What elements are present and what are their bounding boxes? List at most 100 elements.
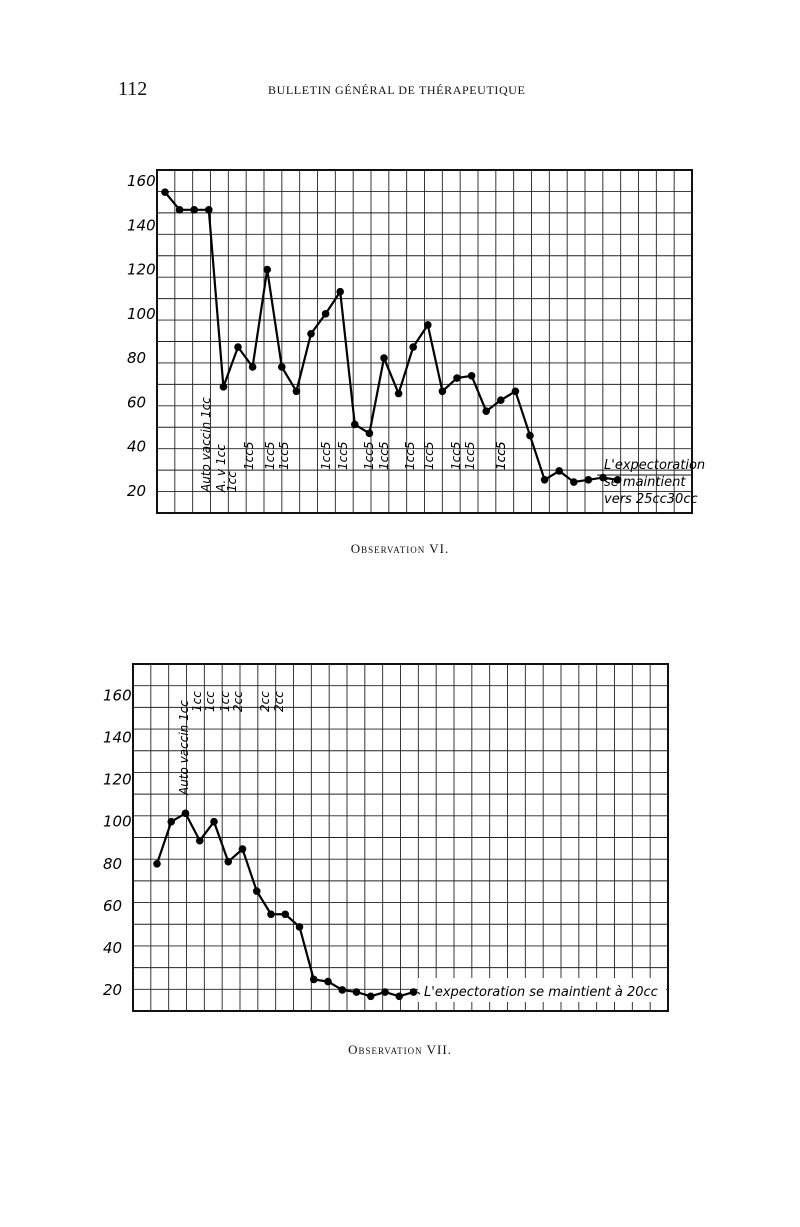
chart2-data-point [195, 836, 204, 845]
chart1-data-point [365, 429, 374, 438]
chart1-dose-annotation: 1cc5 [403, 442, 417, 470]
chart2-data-point [281, 910, 290, 919]
chart1-dose-annotation: A. v 1cc [214, 444, 228, 493]
chart1-dose-annotation: 1cc5 [494, 442, 508, 470]
chart2-data-point [238, 845, 247, 853]
chart1-y-tick-label: 20 [127, 482, 146, 500]
chart2-data-point [366, 992, 375, 1001]
chart1-data-point [613, 476, 622, 484]
chart2-data-point [167, 817, 176, 826]
chart2-data-point [210, 817, 218, 826]
chart1-y-tick-label: 100 [127, 305, 156, 323]
chart1-data-point [161, 188, 169, 196]
caption-observation-vi: Observation VI. [350, 541, 450, 556]
chart2-data-point [352, 988, 361, 996]
chart2-y-tick-label: 20 [103, 981, 122, 999]
chart1-data-point [175, 206, 184, 214]
chart1-data-point [321, 310, 330, 318]
chart1-note-line: se maintient [604, 475, 686, 490]
chart1-data-point [205, 206, 213, 214]
chart2-dose-annotation: Auto vaccin 1cc [177, 700, 191, 796]
chart1-dose-annotation: 1cc5 [362, 442, 376, 470]
page-header: 112 BULLETIN GÉNÉRAL DE THÉRAPEUTIQUE [0, 76, 800, 106]
chart1-dose-annotation: 1cc5 [494, 442, 508, 470]
chart2-y-tick-label: 120 [103, 771, 132, 789]
chart1-data-point [263, 265, 272, 274]
chart1-note-line: L'expectoration [604, 458, 705, 473]
chart1-y-tick-label: 60 [127, 393, 146, 411]
chart2-data-point [409, 988, 418, 996]
chart1-y-tick-label: 80 [127, 349, 146, 367]
chart1-dose-annotation: 1cc5 [463, 442, 477, 470]
chart1-data-point [394, 389, 403, 398]
chart1-dose-annotation: Auto vaccin 1cc [199, 397, 213, 493]
chart2-y-tick-label: 100 [103, 813, 132, 831]
chart2-data-point [295, 923, 304, 931]
chart2-data-point [224, 857, 233, 866]
chart2-note-backing [418, 978, 666, 1002]
chart1-series-line [164, 191, 618, 484]
chart1-data-point [336, 287, 345, 296]
chart1-data-point [453, 374, 461, 382]
chart2-data-point [381, 988, 389, 996]
chart1-dose-annotation: 1cc5 [263, 442, 277, 470]
chart1-data-point [511, 387, 520, 396]
chart2-y-tick-label: 60 [103, 897, 122, 915]
chart2-data-point [309, 975, 318, 984]
chart1-data-point [409, 343, 418, 351]
chart2-y-tick-label: 140 [103, 729, 132, 747]
chart2-note-leader [417, 991, 421, 995]
chart1-data-point [380, 354, 388, 362]
chart1-note-line: vers 25cc30cc [604, 492, 698, 507]
chart2-note: L'expectoration se maintient à 20cc [424, 985, 658, 1000]
caption-observation-vii: Observation VII. [348, 1042, 452, 1057]
chart2-dose-annotation: 2cc [258, 691, 272, 712]
chart1-dose-annotation: 1cc [225, 471, 239, 492]
chart2-data-point [267, 910, 275, 919]
chart1-data-point [599, 473, 607, 482]
chart1-dose-annotation: 1cc5 [277, 442, 291, 470]
chart1-data-point [424, 321, 432, 329]
chart1-dose-annotation: 1cc5 [449, 442, 463, 470]
chart1-y-tick-label: 40 [127, 438, 146, 456]
chart2-y-tick-label: 80 [103, 855, 122, 873]
chart2-data-point [252, 887, 261, 895]
chart1-dose-annotation: 1cc5 [336, 442, 350, 470]
chart2-dose-annotation: 1cc [190, 691, 204, 712]
chart2-data-point [395, 992, 404, 1001]
chart1-data-point [482, 407, 491, 416]
chart1-y-tick-label: 140 [127, 216, 156, 234]
chart2-dose-annotation: 2cc [231, 691, 245, 712]
chart1-data-point [438, 387, 447, 396]
chart2-data-point [153, 859, 161, 868]
chart2-data-point [338, 986, 347, 994]
chart1-data-point [526, 431, 534, 440]
chart1-data-point [219, 383, 228, 391]
chart2-y-tick-label: 40 [103, 939, 122, 957]
chart1-data-point [497, 396, 505, 404]
chart1-data-point [278, 363, 286, 371]
chart1-data-point [307, 329, 315, 338]
page-number: 112 [118, 78, 148, 100]
chart2-dose-annotation: 1cc [203, 691, 217, 712]
chart1-dose-annotation: 1cc5 [377, 442, 391, 470]
chart1-dose-annotation: 1cc5 [422, 442, 436, 470]
chart1-data-point [190, 206, 198, 214]
chart1-data-point [292, 387, 301, 396]
chart2-data-point [181, 809, 190, 818]
chart2-data-point [324, 977, 332, 986]
chart1-data-point [584, 476, 593, 484]
running-title: BULLETIN GÉNÉRAL DE THÉRAPEUTIQUE [268, 83, 526, 97]
chart1-y-tick-label: 120 [127, 261, 156, 279]
chart1-data-point [248, 363, 257, 371]
chart1-data-point [234, 343, 242, 351]
chart1-dose-annotation: 1cc5 [319, 442, 333, 470]
chart1-y-tick-label: 160 [127, 172, 156, 190]
chart1-data-point [351, 420, 359, 429]
chart2-dose-annotation: 2cc [272, 691, 286, 712]
chart2-dose-annotation: 1cc [218, 691, 232, 712]
chart1-data-point [467, 372, 476, 380]
chart2-series-line [155, 811, 414, 998]
chart1-dose-annotation: 1cc5 [242, 442, 256, 470]
